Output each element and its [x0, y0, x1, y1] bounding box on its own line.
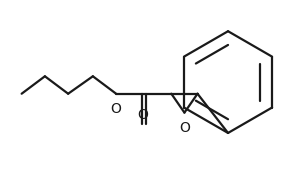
Text: O: O [137, 108, 148, 122]
Text: O: O [179, 121, 190, 135]
Text: O: O [111, 102, 121, 116]
